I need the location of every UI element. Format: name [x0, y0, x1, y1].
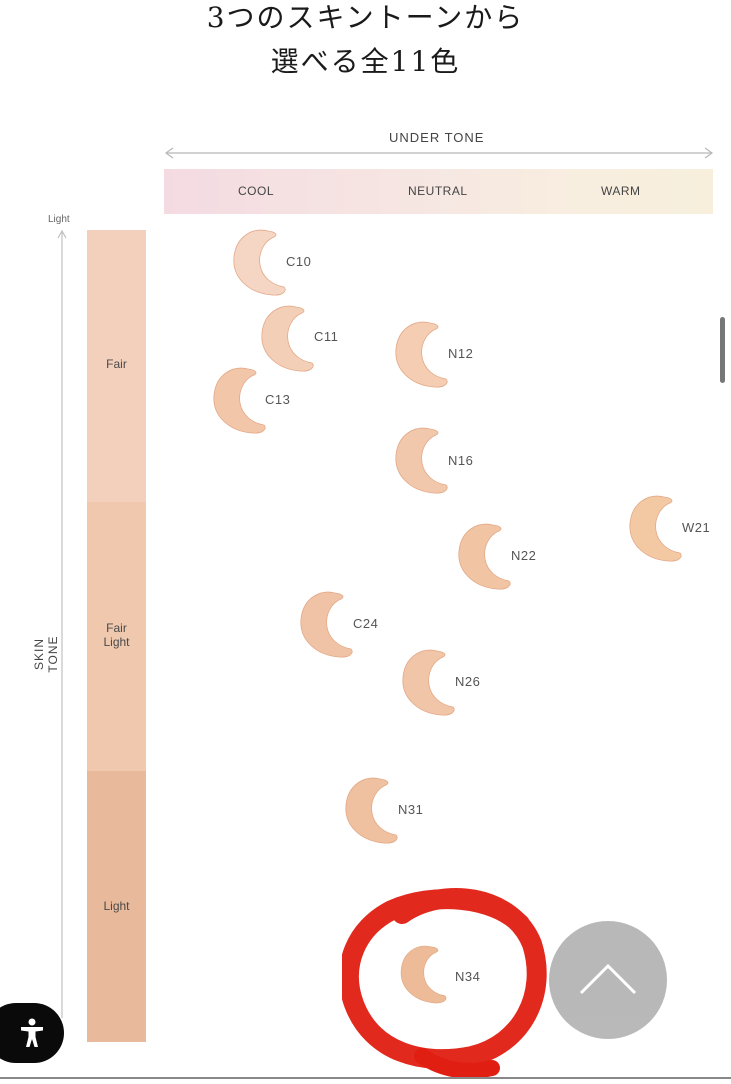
swatch-n34[interactable] — [396, 943, 452, 1005]
shade-label-c11: C11 — [314, 329, 339, 344]
shade-label-n31: N31 — [398, 802, 424, 817]
highlight-circle — [342, 888, 547, 1079]
swatch-n31[interactable] — [340, 775, 404, 845]
under-tone-cool: COOL — [238, 184, 275, 198]
bottom-divider — [0, 1077, 731, 1079]
skin-band-fair — [87, 230, 146, 502]
scrollbar-thumb[interactable] — [720, 317, 725, 383]
swatch-n26[interactable] — [397, 647, 461, 717]
swatch-c24[interactable] — [295, 589, 359, 659]
scroll-to-top-button[interactable] — [549, 921, 667, 1039]
swatch-n16[interactable] — [390, 425, 454, 495]
under-tone-label: UNDER TONE — [389, 130, 485, 145]
swatch-c10[interactable] — [228, 227, 292, 297]
page-title-line2: 選べる全11色 — [270, 45, 461, 78]
shade-label-c24: C24 — [353, 616, 379, 631]
under-tone-arrow — [164, 147, 714, 159]
accessibility-button[interactable] — [0, 1003, 64, 1063]
swatch-c13[interactable] — [208, 365, 272, 435]
shade-label-w21: W21 — [682, 520, 711, 535]
chevron-up-icon — [579, 963, 637, 995]
skin-tone-light-label: Light — [48, 214, 70, 225]
skin-band-fair-light-label: Fair Light — [103, 621, 130, 650]
shade-label-n34: N34 — [455, 969, 481, 984]
skin-tone-axis-label: SKIN TONE — [32, 635, 60, 673]
under-tone-neutral: NEUTRAL — [408, 184, 468, 198]
page-title-line1: 3つのスキントーンから — [206, 1, 525, 34]
swatch-w21[interactable] — [624, 493, 688, 563]
shade-label-n22: N22 — [511, 548, 537, 563]
shade-label-c13: C13 — [265, 392, 291, 407]
swatch-c11[interactable] — [256, 303, 320, 373]
skin-band-fair-label: Fair — [106, 357, 127, 371]
skin-band-light-label: Light — [103, 899, 130, 913]
shade-label-n16: N16 — [448, 453, 474, 468]
shade-label-n12: N12 — [448, 346, 474, 361]
skin-tone-arrow — [57, 229, 67, 1018]
skin-band-fair-light — [87, 502, 146, 771]
under-tone-warm: WARM — [601, 184, 641, 198]
shade-label-c10: C10 — [286, 254, 312, 269]
accessibility-person-icon — [21, 1018, 43, 1047]
swatch-n22[interactable] — [453, 521, 517, 591]
shade-label-n26: N26 — [455, 674, 481, 689]
skin-band-light — [87, 771, 146, 1042]
swatch-n12[interactable] — [390, 319, 454, 389]
under-tone-band — [164, 169, 713, 214]
